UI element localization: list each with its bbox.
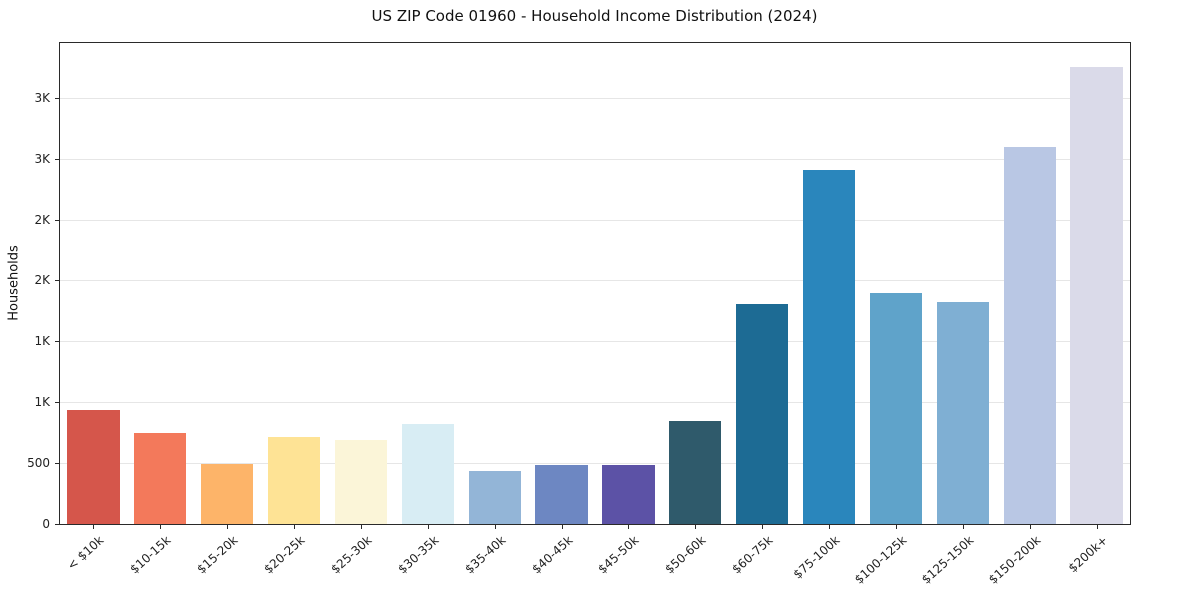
x-tick-label: $125-150k [918,533,977,587]
x-tick-label: $20-25k [261,533,308,577]
y-tick-mark [55,97,59,99]
x-tick-label: $25-30k [328,533,375,577]
y-tick-label: 1K [34,395,50,410]
x-tick-label: $10-15k [127,533,174,577]
x-tick-mark [1096,525,1098,529]
y-tick-label: 0 [42,517,50,531]
bar [802,170,856,524]
x-tick-mark [360,525,362,529]
x-tick-label: $15-20k [194,533,241,577]
x-tick-mark [962,525,964,529]
x-tick-mark [93,525,95,529]
x-tick-label: $45-50k [595,533,642,577]
x-tick-mark [494,525,496,529]
bar [334,439,387,524]
bar [201,464,254,524]
y-tick-label: 2K [34,273,50,288]
x-tick-label: < $10k [64,533,107,573]
x-tick-mark [628,525,630,529]
y-tick-label: 3K [34,90,50,105]
x-tick-mark [427,525,429,529]
x-tick-mark [1029,525,1031,529]
y-tick-mark [55,524,59,525]
x-tick-mark [294,525,296,529]
gridline [60,402,1130,404]
gridline [60,219,1130,221]
x-tick-label: $35-40k [461,533,509,577]
x-tick-mark [829,525,831,529]
gridline [60,280,1130,282]
x-tick-mark [561,525,563,529]
x-tick-mark [160,525,162,529]
bar [669,421,722,524]
y-tick-mark [55,219,59,221]
bar [468,471,521,524]
y-tick-label: 1K [34,334,50,349]
x-tick-label: $200k+ [1065,533,1110,576]
x-tick-mark [895,525,897,529]
y-tick-mark [55,341,59,343]
y-tick-label: 2K [34,212,50,227]
gridline [60,158,1130,160]
bar [401,424,454,524]
x-tick-label: $100-125k [851,533,910,587]
x-tick-label: $40-45k [528,533,575,577]
x-tick-mark [227,525,229,529]
y-tick-label: 3K [34,151,50,166]
x-tick-label: $75-100k [790,533,843,582]
chart-title: US ZIP Code 01960 - Household Income Dis… [371,7,818,25]
bar [602,464,655,524]
x-tick-label: $50-60k [662,533,709,577]
bar [67,409,120,524]
bar [1070,67,1123,524]
x-tick-label: $60-75k [729,533,776,577]
x-tick-label: $150-200k [985,533,1044,587]
plot-area [59,42,1131,525]
y-tick-mark [55,463,59,465]
y-tick-mark [55,158,59,160]
x-tick-mark [762,525,764,529]
bar [267,436,321,524]
bar [869,292,922,524]
bar [134,433,187,524]
x-tick-label: $30-35k [395,533,442,577]
gridline [60,341,1130,343]
bar [1003,146,1056,524]
bar [535,464,588,524]
gridline [60,463,1130,465]
bar [736,304,789,524]
bar [936,302,989,524]
y-tick-label: 500 [27,456,50,471]
y-tick-mark [55,402,59,404]
gridline [60,97,1130,99]
x-tick-mark [695,525,697,529]
y-tick-mark [55,280,59,282]
